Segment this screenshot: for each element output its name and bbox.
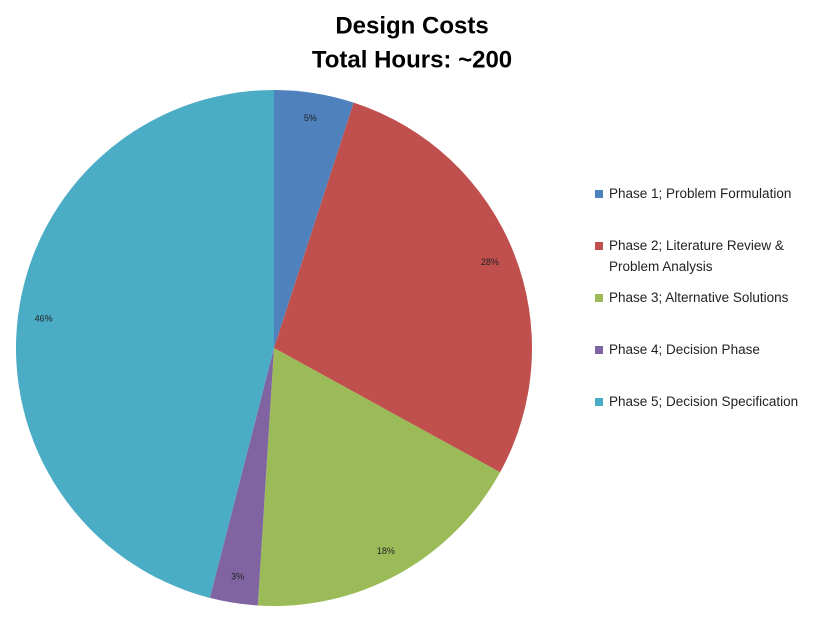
data-label: 3% [231,572,244,582]
chart-title: Design Costs [335,12,488,39]
data-label: 18% [377,546,395,556]
legend-swatch [595,190,603,198]
legend-item: Phase 3; Alternative Solutions [595,287,820,339]
legend-swatch [595,294,603,302]
data-label: 46% [35,313,53,323]
legend-item: Phase 5; Decision Specification [595,391,820,443]
chart-subtitle: Total Hours: ~200 [312,46,512,73]
legend: Phase 1; Problem Formulation Phase 2; Lit… [595,183,820,443]
data-label: 5% [304,113,317,123]
legend-label: Phase 3; Alternative Solutions [609,290,789,305]
legend-swatch [595,346,603,354]
legend-item: Phase 1; Problem Formulation [595,183,820,235]
pie-slice [274,102,532,473]
pie-slice [257,348,501,606]
legend-label: Phase 2; Literature Review & Problem Ana… [609,238,784,274]
pie-slice [15,90,274,598]
legend-swatch [595,242,603,250]
legend-swatch [595,398,603,406]
data-label: 28% [481,257,499,267]
pie-slice [209,348,274,606]
legend-item: Phase 2; Literature Review & Problem Ana… [595,235,820,287]
legend-label: Phase 1; Problem Formulation [609,186,792,201]
pie-slice [274,90,354,348]
legend-label: Phase 4; Decision Phase [609,342,760,357]
legend-label: Phase 5; Decision Specification [609,394,799,409]
legend-item: Phase 4; Decision Phase [595,339,820,391]
